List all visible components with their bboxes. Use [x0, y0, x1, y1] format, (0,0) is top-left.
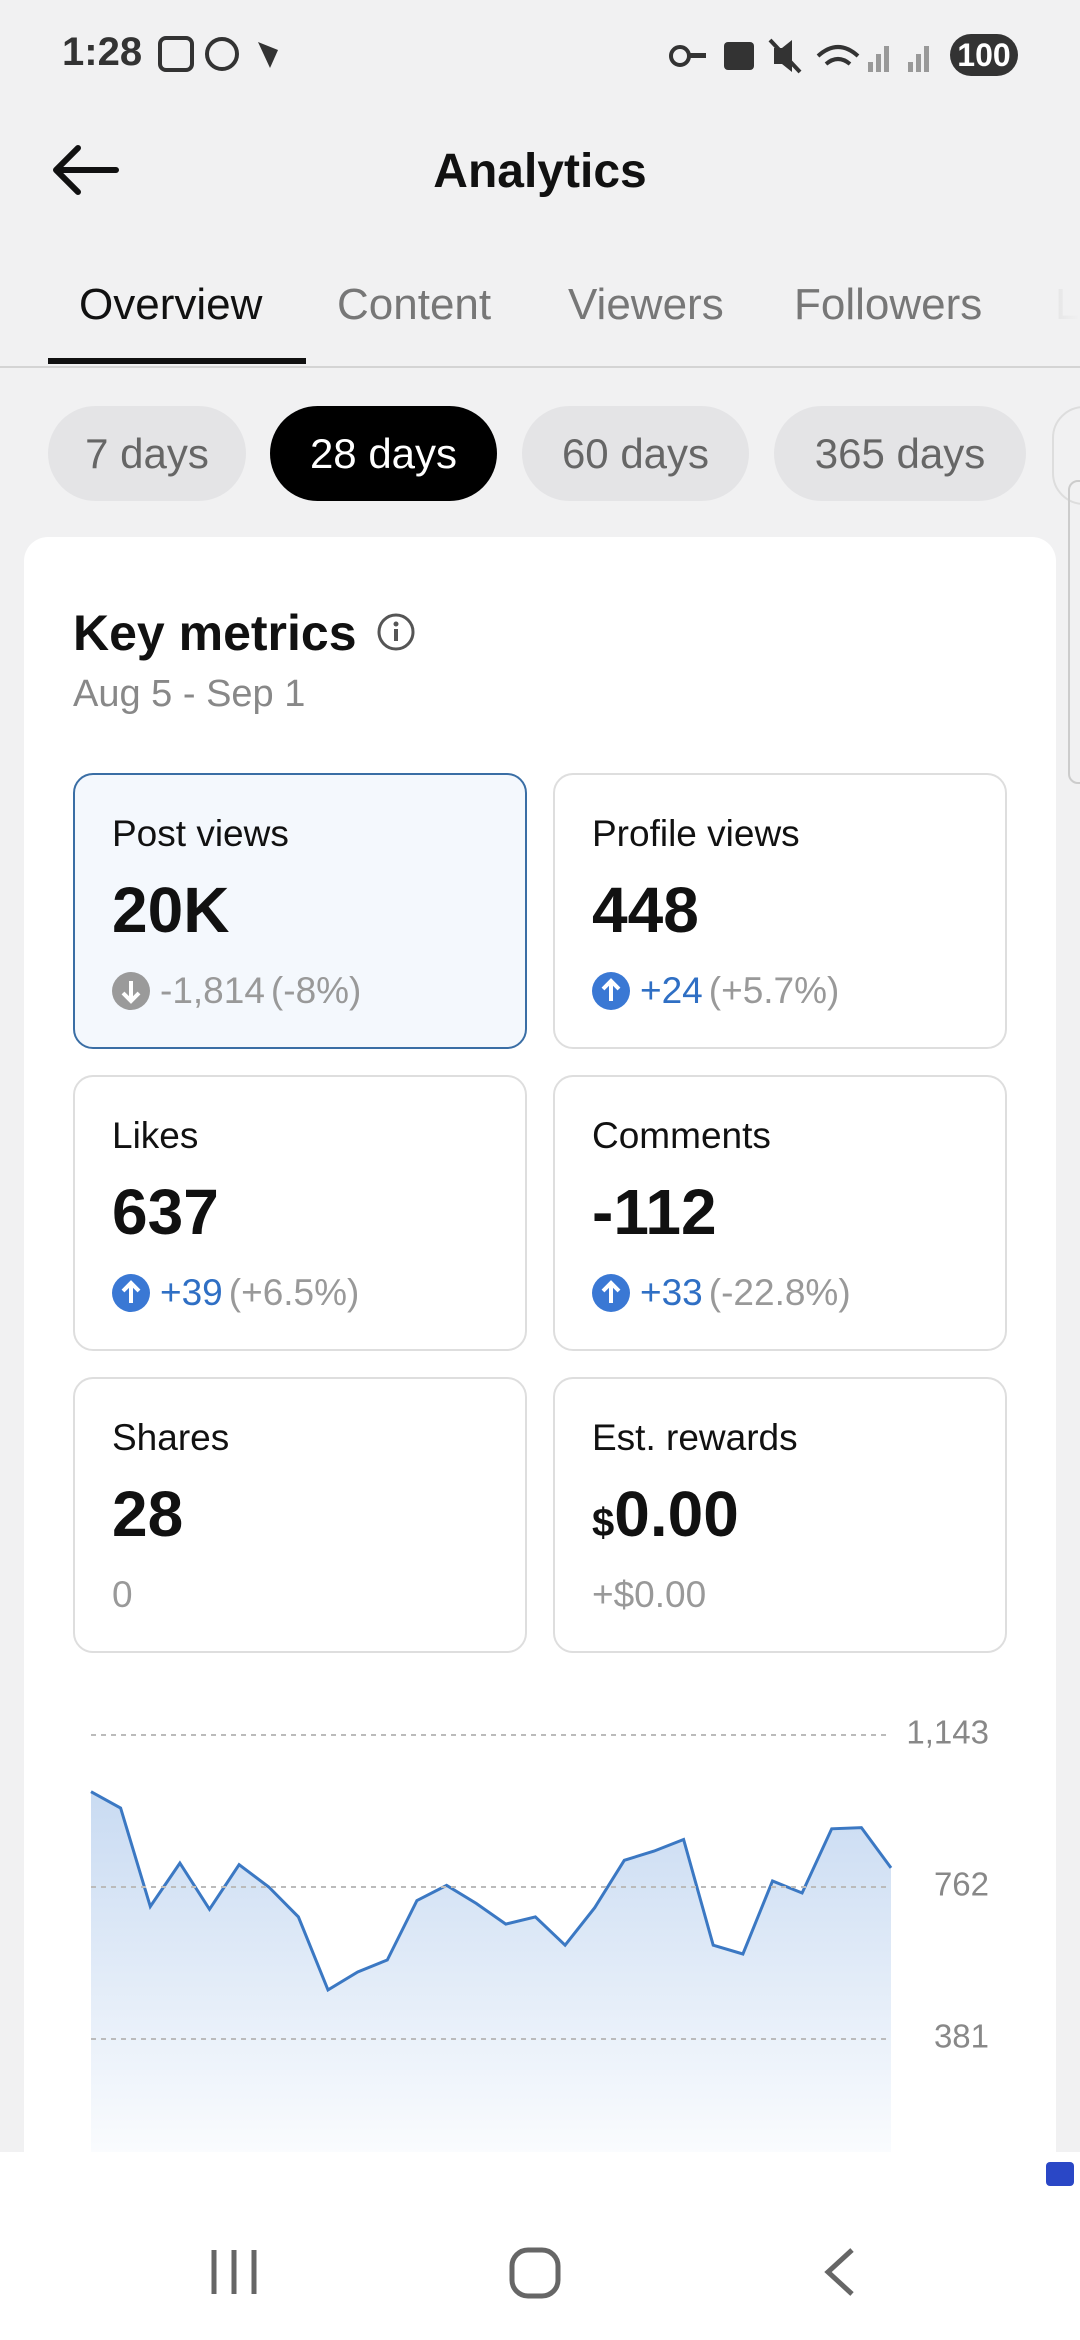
metric-change: -1,814 (-8%): [112, 970, 361, 1012]
arrow: [121, 981, 141, 1004]
value: 0.00: [614, 1478, 739, 1550]
period-pill[interactable]: 7 days: [48, 406, 246, 501]
metric-change: +33 (-22.8%): [592, 1272, 851, 1314]
area-fill: [91, 1791, 891, 2191]
change-value: +$0.00: [592, 1574, 707, 1615]
metric-label: Likes: [112, 1115, 199, 1156]
home-button[interactable]: [509, 2247, 561, 2299]
metric-tile[interactable]: Est. rewards $0.00 +$0.00: [553, 1377, 1007, 1653]
page-title: Analytics: [433, 145, 647, 198]
currency: $: [592, 1501, 615, 1545]
metric-value: 28: [112, 1477, 183, 1551]
back-button[interactable]: [52, 145, 122, 195]
scroll-hint: [1068, 480, 1080, 784]
metric-label: Post views: [112, 813, 289, 854]
metric-label: Comments: [592, 1115, 771, 1156]
value: 448: [592, 874, 699, 946]
change-value: +24: [640, 970, 703, 1011]
value: 28: [112, 1478, 184, 1550]
tab[interactable]: Followers: [794, 280, 983, 329]
change-percent: (+6.5%): [228, 1272, 360, 1313]
metric-change: +$0.00: [592, 1574, 706, 1616]
trend-up-icon: [112, 1274, 150, 1312]
trend-down-icon: [112, 972, 150, 1010]
trend-up-icon: [592, 972, 630, 1010]
metric-value: 637: [112, 1175, 219, 1249]
period-pill[interactable]: 28 days: [270, 406, 497, 501]
change-value: +33: [640, 1272, 703, 1313]
nav-buttons: [211, 2247, 854, 2299]
y-tick-label: 381: [934, 2018, 989, 2055]
metric-tile[interactable]: Post views 20K -1,814 (-8%): [73, 773, 527, 1049]
change-percent: (-8%): [270, 970, 362, 1011]
change-value: 0: [112, 1574, 133, 1615]
info-icon[interactable]: [376, 612, 416, 652]
y-tick-label: 762: [934, 1866, 989, 1903]
period-pill[interactable]: 365 days: [774, 406, 1026, 501]
tab-fade: [1000, 250, 1080, 365]
change-percent: (-22.8%): [708, 1272, 851, 1313]
metric-value: 20K: [112, 873, 229, 947]
period-pill[interactable]: 60 days: [522, 406, 749, 501]
metric-tile[interactable]: Comments -112 +33 (-22.8%): [553, 1075, 1007, 1351]
tab-divider: [0, 366, 1080, 368]
metric-tile[interactable]: Shares 28 0: [73, 1377, 527, 1653]
tab[interactable]: Overview: [79, 280, 263, 329]
metric-label: Profile views: [592, 813, 800, 854]
tab[interactable]: Content: [337, 280, 492, 329]
arrow: [601, 1280, 621, 1303]
recents-button[interactable]: [211, 2250, 257, 2294]
change-value: +39: [160, 1272, 223, 1313]
value: 20K: [112, 874, 230, 946]
status-time: 1:28: [62, 30, 143, 74]
battery: 100: [950, 34, 1018, 76]
tab[interactable]: Viewers: [568, 280, 724, 329]
metric-change: 0: [112, 1574, 133, 1616]
status-system-icons: [669, 38, 929, 74]
change-value: -1,814: [160, 970, 265, 1011]
metric-value: 448: [592, 873, 699, 947]
metric-tile[interactable]: Likes 637 +39 (+6.5%): [73, 1075, 527, 1351]
trend-up-icon: [592, 1274, 630, 1312]
metric-label: Shares: [112, 1417, 230, 1458]
change-percent: (+5.7%): [708, 970, 840, 1011]
metric-value: -112: [592, 1175, 717, 1249]
metric-tile[interactable]: Profile views 448 +24 (+5.7%): [553, 773, 1007, 1049]
status-icons: [158, 36, 278, 72]
card-title: Key metrics: [73, 605, 357, 661]
metric-change: +39 (+6.5%): [112, 1272, 359, 1314]
date-range: Aug 5 - Sep 1: [73, 673, 306, 715]
value: 637: [112, 1176, 219, 1248]
value: -112: [592, 1176, 717, 1248]
arrow: [601, 978, 621, 1001]
nav-bar: [0, 2152, 1080, 2340]
tab-indicator: [48, 358, 306, 364]
y-tick-label: 1,143: [906, 1714, 989, 1751]
floating-icon: [1046, 2162, 1074, 2186]
metric-label: Est. rewards: [592, 1417, 798, 1458]
arrow: [121, 1280, 141, 1303]
metric-change: +24 (+5.7%): [592, 970, 839, 1012]
metric-value: $0.00: [592, 1477, 739, 1551]
back-nav-button[interactable]: [824, 2248, 854, 2296]
